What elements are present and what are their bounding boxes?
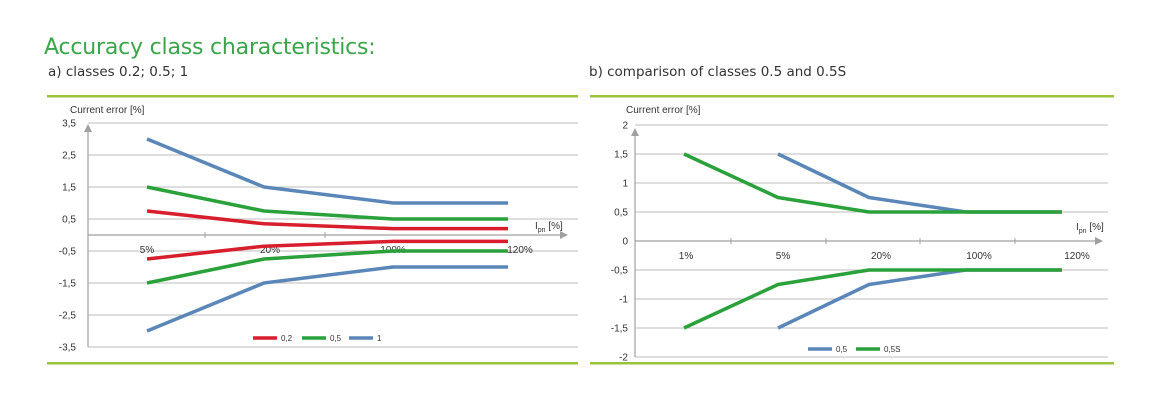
chart-b-y-axis-title: Current error [%] — [626, 105, 701, 116]
chart-b-ytick-label: -1,5 — [611, 324, 629, 335]
chart-b-ytick-label: 1,5 — [614, 150, 628, 161]
chart-a-ytick-label: -0,5 — [59, 247, 77, 258]
chart-b-ytick-label: 0 — [622, 237, 628, 248]
chart-a-legend-label: 0,5 — [330, 334, 342, 343]
chart-b-ytick-label: 1 — [622, 179, 628, 190]
chart-b-x-category-label: 100% — [966, 251, 992, 262]
chart-b-ytick-label: -1 — [619, 295, 628, 306]
chart-b-ytick-label: 0,5 — [614, 208, 628, 219]
chart-b-x-axis-title-main: I — [1076, 222, 1079, 233]
chart-b-x-category-label: 20% — [871, 251, 891, 262]
chart-b-legend-label: 0,5S — [884, 345, 900, 354]
chart-a-ytick-label: 1,5 — [62, 183, 76, 194]
chart-a-series-line-1 — [146, 137, 508, 205]
chart-b-series-line-0-5S — [683, 152, 1062, 214]
chart-b-legend-label: 0,5 — [836, 345, 848, 354]
chart-a-ytick-label: 2,5 — [62, 151, 76, 162]
chart-a-x-category-label: 5% — [140, 245, 155, 256]
chart-b-y-axis-arrow — [631, 128, 639, 136]
chart-a-series-line-0-5 — [146, 249, 508, 285]
page-title: Accuracy class characteristics: — [44, 35, 376, 60]
chart-b-x-axis-title-unit: [%] — [1087, 222, 1104, 233]
chart-b-subtitle: b) comparison of classes 0.5 and 0.5S — [589, 64, 847, 80]
chart-a-series-line-0-2 — [146, 239, 508, 261]
chart-a-series-line-0-2 — [146, 209, 508, 231]
chart-b-ytick-label: -0,5 — [611, 266, 629, 277]
chart-a-ytick-label: 0,5 — [62, 215, 76, 226]
chart-b-x-category-label: 1% — [679, 251, 694, 262]
chart-a-x-category-label: 120% — [507, 245, 533, 256]
chart-a-series-line-1 — [146, 265, 508, 333]
chart-a-x-axis-title-sub: pn — [538, 227, 546, 234]
chart-a-ytick-label: -1,5 — [59, 279, 77, 290]
chart-a-subtitle: a) classes 0.2; 0.5; 1 — [48, 64, 189, 80]
chart-a-series-line-0-5 — [146, 185, 508, 221]
chart-b-series-line-0-5S — [683, 268, 1062, 330]
chart-a-bottom-separator — [47, 362, 578, 365]
chart-a-y-axis-arrow — [84, 124, 92, 132]
chart-b-x-axis-title-sub: pn — [1079, 228, 1087, 235]
chart-a-y-axis-title: Current error [%] — [70, 105, 145, 116]
chart-b-x-axis-arrow — [1095, 237, 1103, 245]
chart-a-ytick-label: -3,5 — [59, 343, 77, 354]
chart-a-x-axis-title-main: I — [535, 221, 538, 232]
chart-b-bottom-separator — [590, 362, 1114, 365]
chart-a: 3,5 2,5 1,5 0,5 -0,5 -1,5 -2,5 -3,5 Current erro… — [59, 105, 578, 354]
chart-a-legend-label: 1 — [377, 334, 382, 343]
chart-a-ytick-label: 3,5 — [62, 119, 76, 130]
chart-b-x-category-label: 120% — [1064, 251, 1090, 262]
chart-a-ytick-label: -2,5 — [59, 311, 77, 322]
chart-b-x-axis-title: Ipn [%] — [1076, 222, 1104, 235]
chart-a-legend-label: 0,2 — [281, 334, 293, 343]
chart-a-x-axis-arrow — [560, 231, 568, 239]
chart-a-x-axis-title-unit: [%] — [546, 221, 563, 232]
chart-b-ytick-label: 2 — [622, 121, 628, 132]
chart-b-x-category-label: 5% — [776, 251, 791, 262]
chart-b-ytick-label: -2 — [619, 353, 628, 364]
chart-a-x-category-label: 20% — [260, 245, 280, 256]
chart-a-top-separator — [47, 95, 578, 98]
chart-b: 2 1,5 1 0,5 0 -0,5 -1 -1,5 -2 Current error [%] Ip… — [611, 105, 1108, 364]
chart-a-x-axis-title: Ipn [%] — [535, 221, 563, 234]
chart-b-top-separator — [590, 95, 1114, 98]
